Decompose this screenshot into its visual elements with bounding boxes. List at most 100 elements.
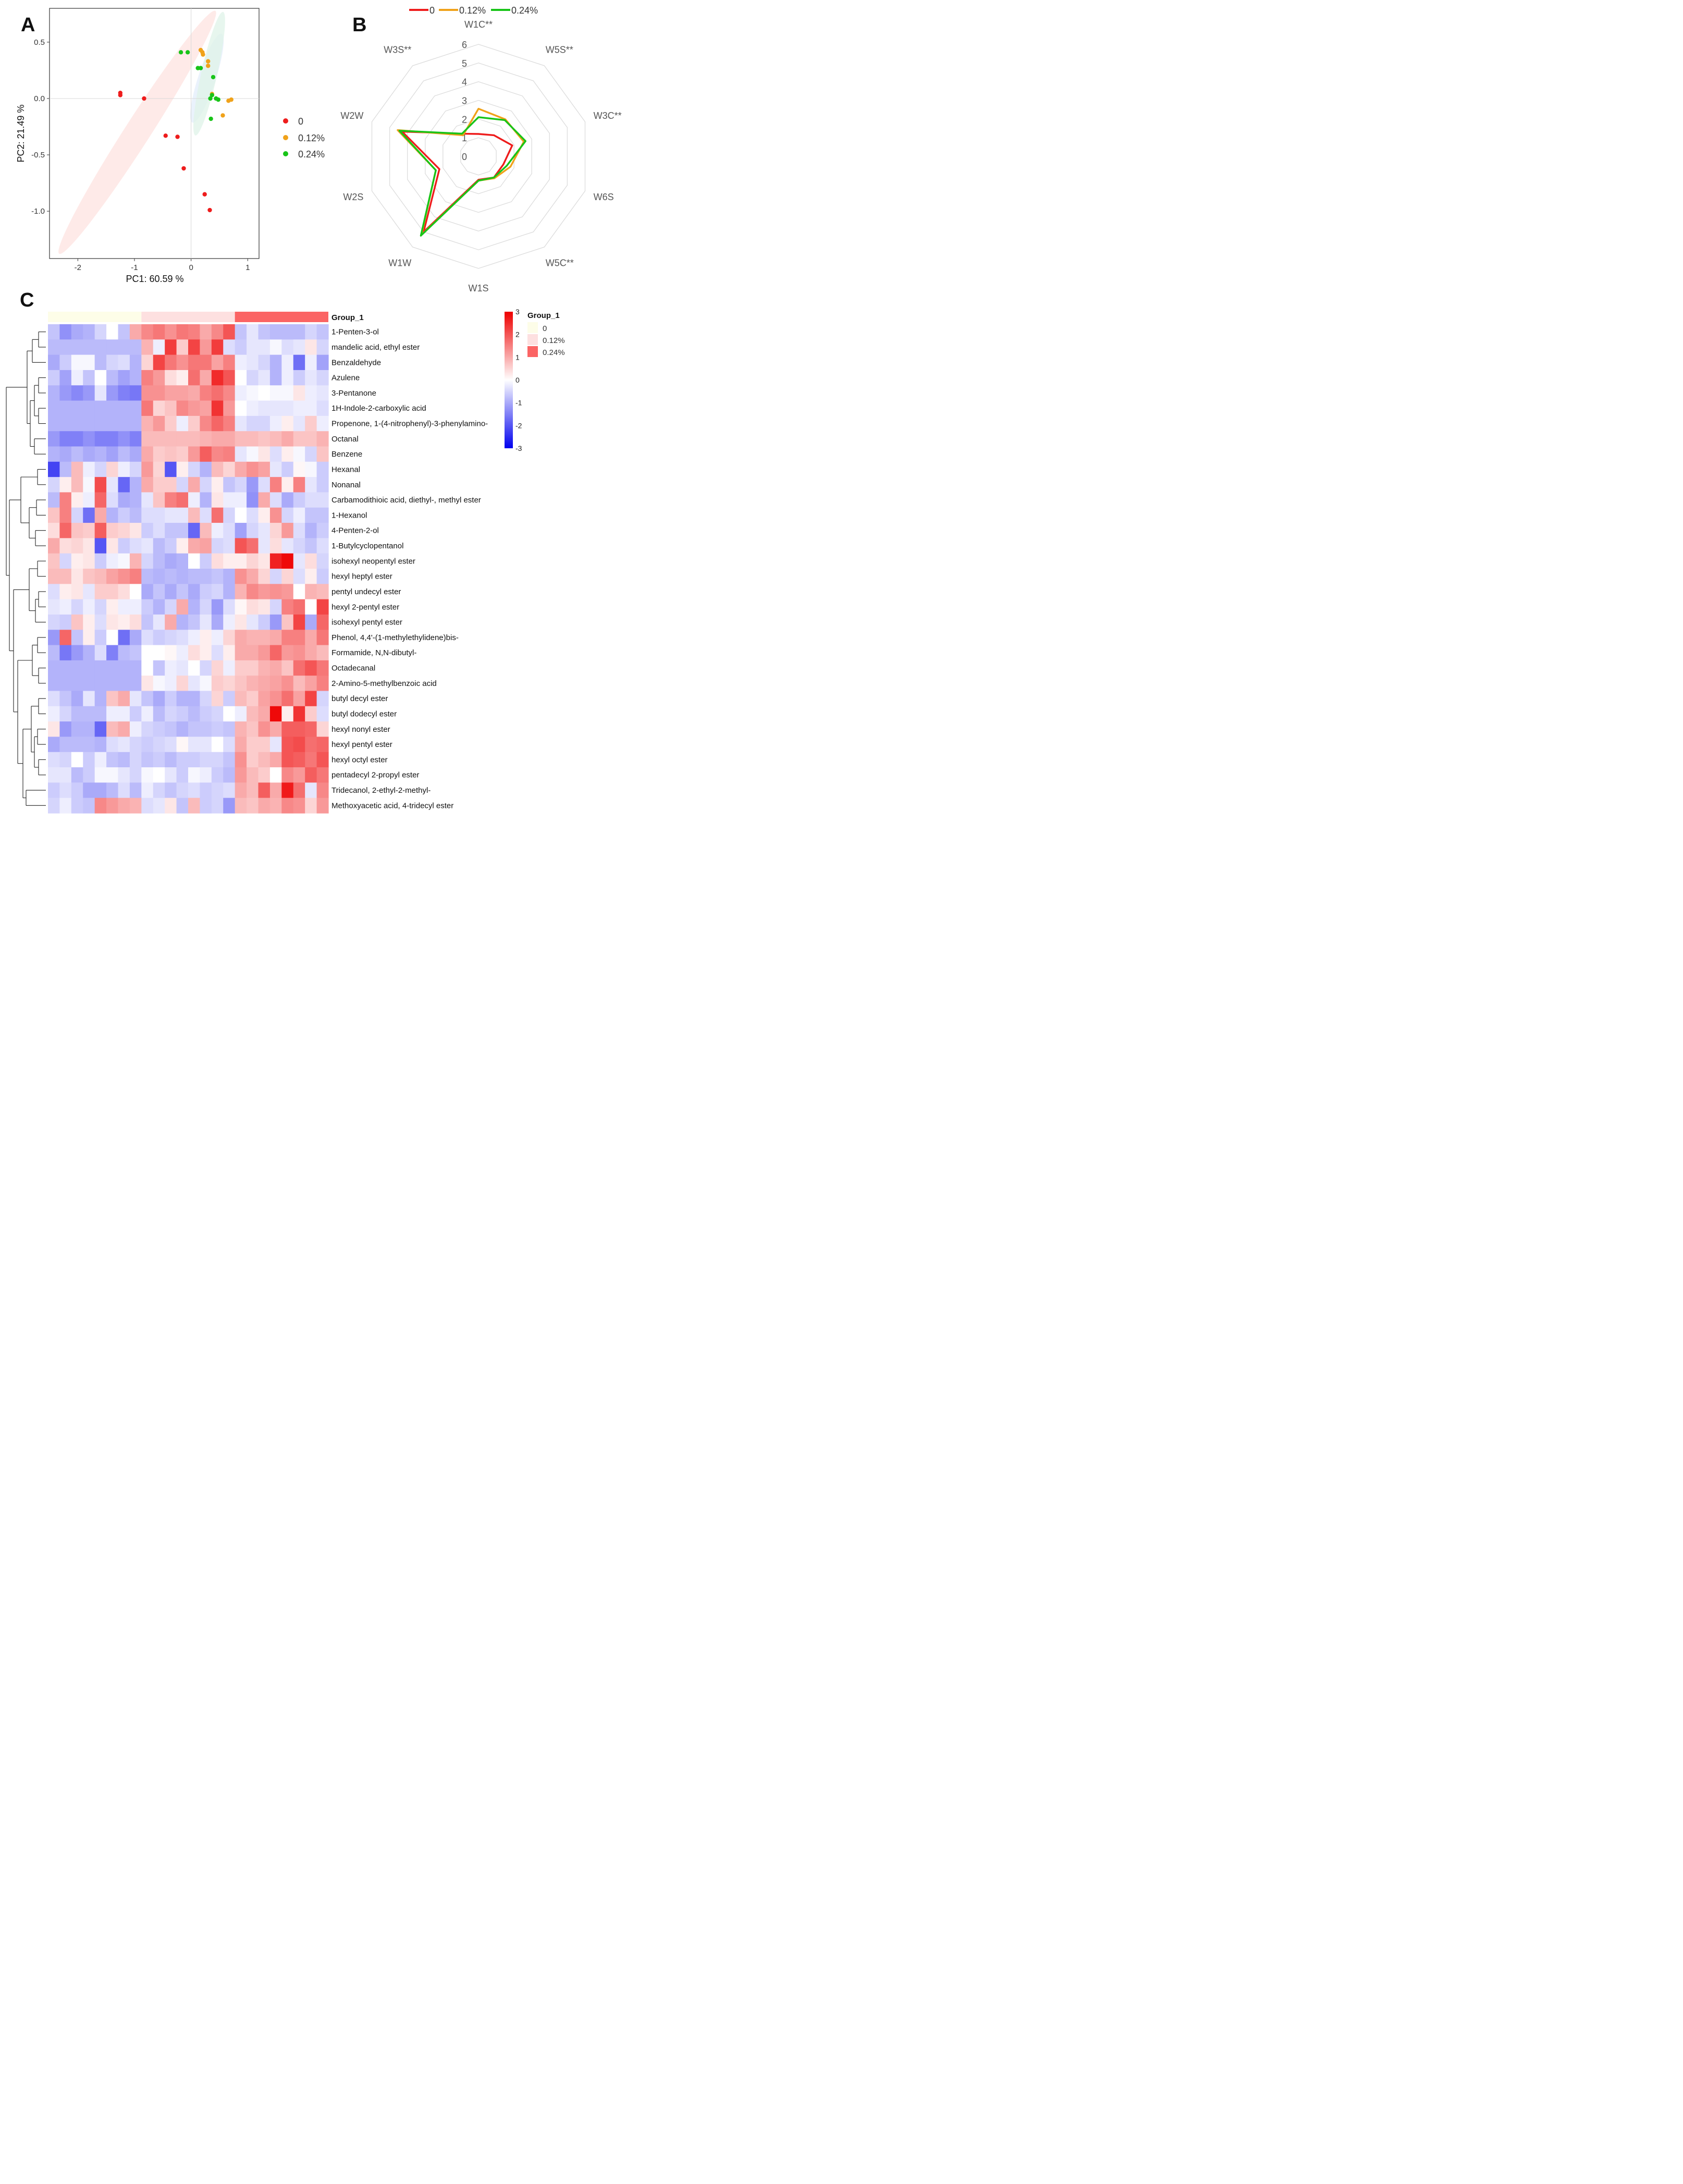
- heatmap-cell: [165, 706, 177, 722]
- heatmap-row-label: 1-Butylcyclopentanol: [331, 542, 403, 550]
- heatmap-cell: [211, 446, 224, 462]
- heatmap-cell: [200, 676, 212, 692]
- heatmap-cell: [258, 354, 271, 371]
- heatmap-cell: [106, 569, 119, 584]
- heatmap-cell: [247, 752, 259, 768]
- radar-legend: 0 0.12% 0.24%: [409, 5, 538, 16]
- heatmap-cell: [48, 676, 60, 692]
- heatmap-cell: [48, 767, 60, 783]
- heatmap-cell: [59, 614, 72, 630]
- heatmap-cell: [59, 797, 72, 814]
- heatmap-cell: [106, 431, 119, 447]
- heatmap-cell: [316, 477, 329, 493]
- heatmap-cell: [94, 415, 107, 432]
- heatmap-cell: [247, 569, 259, 584]
- panel-label-b: B: [352, 14, 366, 36]
- figure: A -2 -1 0 1 0.5 0.0 -0.5 -1.0 PC1: 60.59 % PC2…: [6, 5, 622, 814]
- heatmap-cell: [141, 370, 154, 386]
- heatmap-cell: [281, 797, 294, 814]
- heatmap-cell: [305, 721, 317, 738]
- radar-axis-label-w5c: W5C**: [546, 258, 574, 268]
- heatmap-cell: [281, 492, 294, 508]
- heatmap-cell: [48, 461, 60, 477]
- heatmap-cell: [247, 431, 259, 447]
- heatmap-cell: [269, 645, 282, 661]
- heatmap-cell: [235, 492, 247, 508]
- heatmap-cell: [141, 415, 154, 432]
- heatmap-cell: [71, 492, 83, 508]
- heatmap-cell: [71, 477, 83, 493]
- radar-tick-labels: 0 1 2 3 4 5 6: [462, 40, 467, 162]
- heatmap-cell: [153, 706, 165, 722]
- heatmap-cell: [48, 492, 60, 508]
- heatmap-cell: [316, 523, 329, 538]
- heatmap-cell: [83, 660, 95, 676]
- heatmap-cell: [247, 523, 259, 538]
- heatmap-cell: [176, 599, 189, 615]
- heatmap-row-label: isohexyl neopentyl ester: [331, 557, 415, 566]
- heatmap-cell: [48, 446, 60, 462]
- heatmap-cell: [258, 660, 271, 676]
- radar-axis-label-w3s: W3S**: [384, 44, 411, 55]
- radar-axis-label-w3c: W3C**: [594, 111, 622, 121]
- heatmap-cell: [269, 614, 282, 630]
- heatmap-cell: [153, 538, 165, 554]
- heatmap-cell: [141, 538, 154, 554]
- radar-grid-ring: [425, 100, 532, 213]
- heatmap-cell: [305, 737, 317, 753]
- heatmap-cell: [165, 614, 177, 630]
- heatmap-cell: [153, 461, 165, 477]
- heatmap-cell: [293, 477, 305, 493]
- heatmap-cell: [59, 660, 72, 676]
- heatmap-cell: [269, 584, 282, 600]
- heatmap-cell: [188, 599, 201, 615]
- heatmap-cell: [176, 630, 189, 646]
- heatmap-cell: [211, 630, 224, 646]
- pca-legend-label-012: 0.12%: [298, 133, 325, 143]
- heatmap-cell: [316, 461, 329, 477]
- heatmap-cell: [83, 523, 95, 538]
- heatmap-cell: [200, 691, 212, 707]
- heatmap-cell: [235, 538, 247, 554]
- heatmap-cell: [269, 461, 282, 477]
- heatmap-cell: [176, 782, 189, 799]
- heatmap-cell: [83, 492, 95, 508]
- heatmap-cell: [211, 354, 224, 371]
- heatmap-row-label: butyl dodecyl ester: [331, 710, 397, 719]
- heatmap-cell: [106, 492, 119, 508]
- heatmap-cell: [83, 752, 95, 768]
- heatmap-cell: [281, 691, 294, 707]
- heatmap-cell: [71, 324, 83, 340]
- heatmap-cell: [94, 599, 107, 615]
- heatmap-cell: [258, 721, 271, 738]
- heatmap-cell: [200, 431, 212, 447]
- heatmap-cell: [83, 538, 95, 554]
- heatmap-cell: [71, 507, 83, 523]
- heatmap-cell: [94, 752, 107, 768]
- heatmap-cell: [223, 400, 236, 416]
- heatmap-cell: [83, 415, 95, 432]
- heatmap-cell: [176, 324, 189, 340]
- heatmap-cell: [316, 676, 329, 692]
- heatmap-cell: [281, 339, 294, 355]
- heatmap-cell: [305, 477, 317, 493]
- heatmap-cell: [71, 721, 83, 738]
- heatmap-cell: [293, 599, 305, 615]
- heatmap-cell: [305, 553, 317, 569]
- heatmap-cell: [176, 691, 189, 707]
- heatmap-cell: [188, 385, 201, 401]
- heatmap-cell: [235, 584, 247, 600]
- heatmap-cell: [316, 538, 329, 554]
- heatmap-cell: [247, 660, 259, 676]
- heatmap-cell: [281, 446, 294, 462]
- heatmap-cell: [141, 584, 154, 600]
- heatmap-cell: [200, 797, 212, 814]
- pca-x-tick-label: -2: [75, 263, 81, 272]
- heatmap-cell: [118, 782, 130, 799]
- heatmap-cell: [141, 339, 154, 355]
- heatmap-cell: [176, 431, 189, 447]
- heatmap-cell: [235, 767, 247, 783]
- pca-x-axis-label: PC1: 60.59 %: [126, 274, 183, 284]
- heatmap-cell: [94, 584, 107, 600]
- heatmap-cell: [129, 538, 142, 554]
